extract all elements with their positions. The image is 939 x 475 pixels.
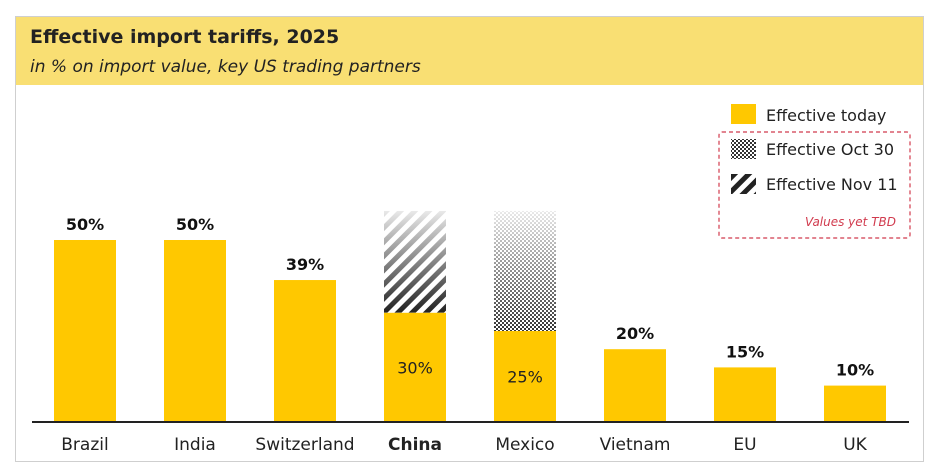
value-label-brazil: 50%	[66, 215, 104, 234]
bar-vietnam	[604, 349, 666, 422]
legend-pending-box	[718, 131, 911, 239]
bar-switzerland	[274, 280, 336, 422]
chart-title: Effective import tariffs, 2025	[30, 26, 340, 48]
x-tick-label-switzerland: Switzerland	[255, 435, 354, 455]
value-label-eu: 15%	[726, 342, 764, 361]
legend: Effective today Effective Oct 30 Effecti…	[718, 104, 911, 239]
bar-brazil	[54, 240, 116, 422]
value-label-vietnam: 20%	[616, 324, 654, 343]
chart-subtitle: in % on import value, key US trading par…	[30, 57, 421, 77]
legend-swatch-today	[731, 104, 756, 124]
value-label-uk: 10%	[836, 361, 874, 380]
legend-label-nov11: Effective Nov 11	[766, 175, 898, 194]
bar-china	[384, 312, 446, 422]
x-tick-label-mexico: Mexico	[495, 435, 554, 455]
legend-note: Values yet TBD	[805, 215, 896, 229]
legend-label-oct30: Effective Oct 30	[766, 140, 894, 159]
x-tick-label-brazil: Brazil	[61, 435, 108, 455]
x-tick-label-uk: UK	[843, 435, 867, 455]
bar-eu	[714, 367, 776, 422]
value-label-china: 30%	[397, 358, 433, 377]
x-tick-label-china: China	[388, 435, 442, 455]
legend-label-today: Effective today	[766, 106, 886, 125]
x-tick-label-india: India	[174, 435, 216, 455]
bar-india	[164, 240, 226, 422]
legend-swatch-nov11	[731, 174, 756, 194]
value-label-india: 50%	[176, 215, 214, 234]
chart-header: Effective import tariffs, 2025 in % on i…	[16, 17, 923, 85]
x-tick-label-eu: EU	[733, 435, 756, 455]
value-label-mexico: 25%	[507, 368, 543, 387]
legend-swatch-oct30	[731, 139, 756, 159]
bar-uk	[824, 385, 886, 422]
pending-bar-china	[384, 210, 446, 313]
value-label-switzerland: 39%	[286, 255, 324, 274]
bar-mexico	[494, 331, 556, 422]
x-tick-label-vietnam: Vietnam	[600, 435, 671, 455]
pending-bar-mexico	[494, 210, 556, 331]
